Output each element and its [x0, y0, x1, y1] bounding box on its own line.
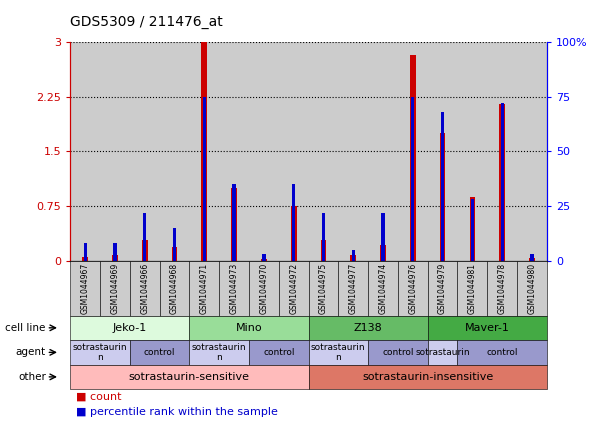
Bar — [322, 212, 325, 261]
Text: GSM1044975: GSM1044975 — [319, 262, 328, 314]
Text: GSM1044967: GSM1044967 — [81, 262, 90, 314]
Bar — [530, 254, 533, 261]
Text: GSM1044968: GSM1044968 — [170, 263, 179, 313]
Text: GSM1044969: GSM1044969 — [111, 262, 119, 314]
Bar — [232, 184, 236, 261]
Text: control: control — [144, 348, 175, 357]
Bar — [202, 42, 207, 261]
Bar — [499, 104, 505, 261]
Text: GSM1044971: GSM1044971 — [200, 263, 209, 313]
Bar — [441, 112, 444, 261]
Text: control: control — [486, 348, 518, 357]
Text: GSM1044972: GSM1044972 — [289, 263, 298, 313]
Text: control: control — [263, 348, 295, 357]
Bar — [84, 243, 87, 261]
Bar — [350, 255, 356, 261]
Text: control: control — [382, 348, 414, 357]
Text: GSM1044980: GSM1044980 — [527, 263, 536, 313]
Bar — [112, 255, 118, 261]
Bar — [249, 42, 279, 261]
Bar — [172, 247, 177, 261]
Text: sotrastaurin-sensitive: sotrastaurin-sensitive — [129, 372, 250, 382]
Text: sotrastaurin
n: sotrastaurin n — [73, 343, 127, 362]
Bar — [231, 188, 237, 261]
Text: Mino: Mino — [236, 323, 262, 333]
Bar — [351, 250, 355, 261]
Bar — [440, 133, 445, 261]
Bar — [428, 42, 458, 261]
Bar — [262, 254, 266, 261]
Bar — [130, 42, 159, 261]
Bar — [470, 200, 474, 261]
Text: cell line: cell line — [5, 323, 46, 333]
Bar — [203, 97, 206, 261]
Bar — [500, 103, 504, 261]
Bar — [488, 42, 517, 261]
Bar — [159, 42, 189, 261]
Bar — [100, 42, 130, 261]
Text: other: other — [18, 372, 46, 382]
Text: sotrastaurin
n: sotrastaurin n — [311, 343, 365, 362]
Text: GDS5309 / 211476_at: GDS5309 / 211476_at — [70, 15, 223, 29]
Text: Z138: Z138 — [354, 323, 382, 333]
Bar — [70, 42, 100, 261]
Text: GSM1044976: GSM1044976 — [408, 262, 417, 314]
Text: agent: agent — [16, 347, 46, 357]
Text: GSM1044979: GSM1044979 — [438, 262, 447, 314]
Bar — [321, 240, 326, 261]
Bar — [142, 240, 148, 261]
Bar — [458, 42, 488, 261]
Bar — [410, 55, 415, 261]
Bar — [469, 197, 475, 261]
Bar — [380, 244, 386, 261]
Text: Maver-1: Maver-1 — [465, 323, 510, 333]
Text: GSM1044977: GSM1044977 — [349, 262, 357, 314]
Text: sotrastaurin
n: sotrastaurin n — [192, 343, 246, 362]
Text: GSM1044978: GSM1044978 — [498, 263, 507, 313]
Text: GSM1044966: GSM1044966 — [141, 262, 149, 314]
Bar — [113, 243, 117, 261]
Text: sotrastaurin-insensitive: sotrastaurin-insensitive — [362, 372, 493, 382]
Bar — [189, 42, 219, 261]
Bar — [82, 257, 88, 261]
Text: GSM1044981: GSM1044981 — [468, 263, 477, 313]
Text: GSM1044974: GSM1044974 — [379, 262, 387, 314]
Bar — [517, 42, 547, 261]
Bar — [292, 184, 295, 261]
Text: GSM1044970: GSM1044970 — [260, 262, 268, 314]
Text: sotrastaurin: sotrastaurin — [415, 348, 470, 357]
Bar — [219, 42, 249, 261]
Bar — [381, 212, 385, 261]
Bar — [143, 212, 147, 261]
Bar — [338, 42, 368, 261]
Bar — [309, 42, 338, 261]
Bar — [261, 259, 267, 261]
Bar — [411, 97, 414, 261]
Text: GSM1044973: GSM1044973 — [230, 262, 238, 314]
Bar — [368, 42, 398, 261]
Bar — [279, 42, 309, 261]
Bar — [291, 206, 296, 261]
Bar — [173, 228, 176, 261]
Bar — [398, 42, 428, 261]
Text: Jeko-1: Jeko-1 — [112, 323, 147, 333]
Bar — [529, 258, 535, 261]
Text: ■ percentile rank within the sample: ■ percentile rank within the sample — [76, 407, 278, 418]
Text: ■ count: ■ count — [76, 391, 122, 401]
